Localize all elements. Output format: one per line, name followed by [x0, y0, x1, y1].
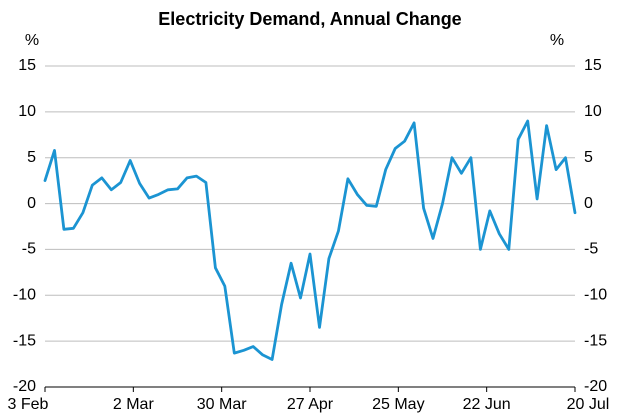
y-tick-label: 0	[27, 195, 36, 212]
chart-title: Electricity Demand, Annual Change	[158, 9, 461, 29]
y2-tick-label: 10	[584, 103, 602, 120]
y2-tick-label: 5	[584, 149, 593, 166]
y-tick-label: -15	[13, 332, 36, 349]
y-tick-label: 15	[18, 57, 36, 74]
y-tick-label: -10	[13, 287, 36, 304]
x-tick-label: 27 Apr	[287, 396, 334, 413]
y2-tick-label: 0	[584, 195, 593, 212]
line-series	[43, 119, 577, 361]
x-tick-label: 2 Mar	[113, 396, 155, 413]
y-tick-label: 10	[18, 103, 36, 120]
y-tick-label: -5	[22, 241, 36, 258]
y2-tick-label: 15	[584, 57, 602, 74]
x-tick-label: 30 Mar	[197, 396, 247, 413]
x-tick-label: 25 May	[372, 396, 424, 413]
y-tick-label: 5	[27, 149, 36, 166]
y2-tick-label: -15	[584, 332, 607, 349]
y2-tick-label: -10	[584, 287, 607, 304]
x-tick-label: 3 Feb	[8, 396, 49, 413]
y2-tick-label: -5	[584, 241, 598, 258]
y2-tick-label: -20	[584, 378, 607, 395]
y-tick-label: -20	[13, 378, 36, 395]
y2-axis-label: %	[550, 32, 564, 49]
y-axis-label: %	[25, 32, 39, 49]
x-tick-label: 20 Jul	[567, 396, 610, 413]
x-tick-label: 22 Jun	[463, 396, 511, 413]
